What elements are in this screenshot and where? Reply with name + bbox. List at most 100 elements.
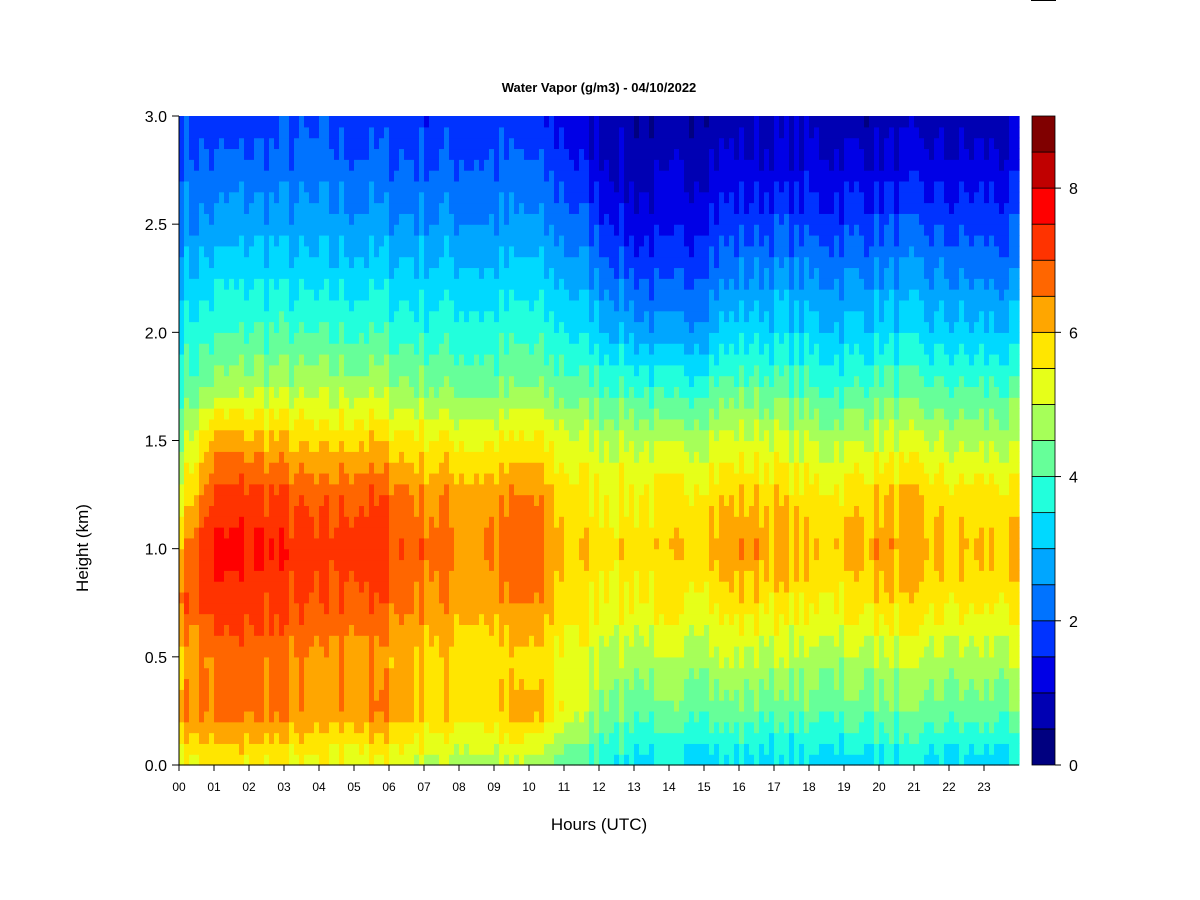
heatmap-cell: [204, 721, 210, 734]
heatmap-cell: [439, 451, 445, 463]
heatmap-cell: [524, 700, 530, 712]
heatmap-cell: [274, 710, 280, 723]
heatmap-cell: [214, 375, 220, 388]
heatmap-cell: [254, 267, 260, 279]
heatmap-cell: [489, 472, 495, 485]
heatmap-cell: [589, 191, 595, 204]
heatmap-cell: [334, 375, 340, 388]
heatmap-cell: [449, 472, 455, 485]
heatmap-cell: [499, 245, 505, 258]
heatmap-cell: [469, 591, 475, 604]
heatmap-cell: [419, 743, 425, 755]
heatmap-cell: [509, 375, 515, 388]
heatmap-cell: [534, 148, 540, 160]
heatmap-cell: [199, 343, 205, 355]
heatmap-cell: [434, 386, 440, 398]
heatmap-cell: [484, 559, 490, 571]
heatmap-cell: [349, 224, 355, 236]
heatmap-cell: [339, 732, 345, 744]
heatmap-cell: [379, 364, 385, 377]
heatmap-cell: [314, 386, 320, 398]
heatmap-cell: [234, 256, 240, 269]
heatmap-cell: [474, 754, 480, 766]
heatmap-cell: [284, 343, 290, 355]
heatmap-cell: [394, 310, 400, 323]
heatmap-cell: [409, 256, 415, 269]
heatmap-cell: [569, 364, 575, 377]
heatmap-cell: [354, 148, 360, 160]
heatmap-cell: [209, 527, 215, 539]
heatmap-cell: [424, 656, 430, 669]
heatmap-cell: [189, 353, 195, 366]
heatmap-cell: [339, 462, 345, 474]
heatmap-cell: [524, 245, 530, 258]
heatmap-cell: [534, 191, 540, 204]
heatmap-cell: [314, 494, 320, 506]
heatmap-cell: [559, 267, 565, 279]
heatmap-cell: [419, 721, 425, 734]
heatmap-cell: [304, 700, 310, 712]
heatmap-cell: [409, 170, 415, 182]
heatmap-cell: [289, 494, 295, 506]
heatmap-cell: [339, 516, 345, 528]
heatmap-cell: [489, 678, 495, 690]
heatmap-cell: [319, 289, 325, 301]
heatmap-cell: [414, 267, 420, 279]
heatmap-cell: [349, 462, 355, 474]
heatmap-cell: [454, 364, 460, 377]
heatmap-cell: [339, 689, 345, 701]
heatmap-cell: [454, 494, 460, 506]
heatmap-cell: [544, 613, 550, 625]
heatmap-cell: [239, 137, 245, 150]
heatmap-cell: [264, 148, 270, 160]
heatmap-cell: [564, 656, 570, 669]
heatmap-cell: [504, 289, 510, 301]
heatmap-cell: [334, 289, 340, 301]
heatmap-cell: [384, 591, 390, 604]
heatmap-cell: [524, 451, 530, 463]
heatmap-cell: [324, 613, 330, 625]
heatmap-cell: [179, 667, 185, 680]
heatmap-cell: [324, 180, 330, 193]
heatmap-cell: [589, 570, 595, 582]
heatmap-cell: [429, 353, 435, 366]
heatmap-cell: [314, 364, 320, 377]
heatmap-cell: [234, 754, 240, 766]
heatmap-cell: [564, 602, 570, 615]
heatmap-cell: [489, 137, 495, 150]
heatmap-cell: [549, 700, 555, 712]
heatmap-cell: [199, 245, 205, 258]
heatmap-cell: [444, 321, 450, 333]
heatmap-cell: [394, 451, 400, 463]
heatmap-cell: [389, 700, 395, 712]
heatmap-cell: [264, 256, 270, 269]
heatmap-cell: [474, 689, 480, 701]
heatmap-cell: [519, 245, 525, 258]
heatmap-cell: [179, 202, 185, 214]
heatmap-cell: [454, 581, 460, 593]
heatmap-cell: [499, 483, 505, 496]
heatmap-cell: [454, 386, 460, 398]
heatmap-cell: [589, 743, 595, 755]
heatmap-cell: [549, 602, 555, 615]
heatmap-cell: [214, 234, 220, 247]
heatmap-cell: [344, 646, 350, 658]
heatmap-cell: [324, 137, 330, 150]
heatmap-cell: [369, 483, 375, 496]
heatmap-cell: [584, 245, 590, 258]
heatmap-cell: [369, 332, 375, 344]
heatmap-cell: [469, 213, 475, 225]
heatmap-cell: [394, 678, 400, 690]
heatmap-cell: [519, 429, 525, 442]
heatmap-cell: [289, 386, 295, 398]
heatmap-cell: [384, 375, 390, 388]
heatmap-cell: [194, 180, 200, 193]
heatmap-cell: [299, 635, 305, 647]
heatmap-cell: [209, 353, 215, 366]
heatmap-cell: [384, 343, 390, 355]
heatmap-cell: [424, 408, 430, 420]
heatmap-cell: [204, 224, 210, 236]
heatmap-cell: [369, 591, 375, 604]
heatmap-cell: [189, 559, 195, 571]
heatmap-cell: [489, 126, 495, 139]
